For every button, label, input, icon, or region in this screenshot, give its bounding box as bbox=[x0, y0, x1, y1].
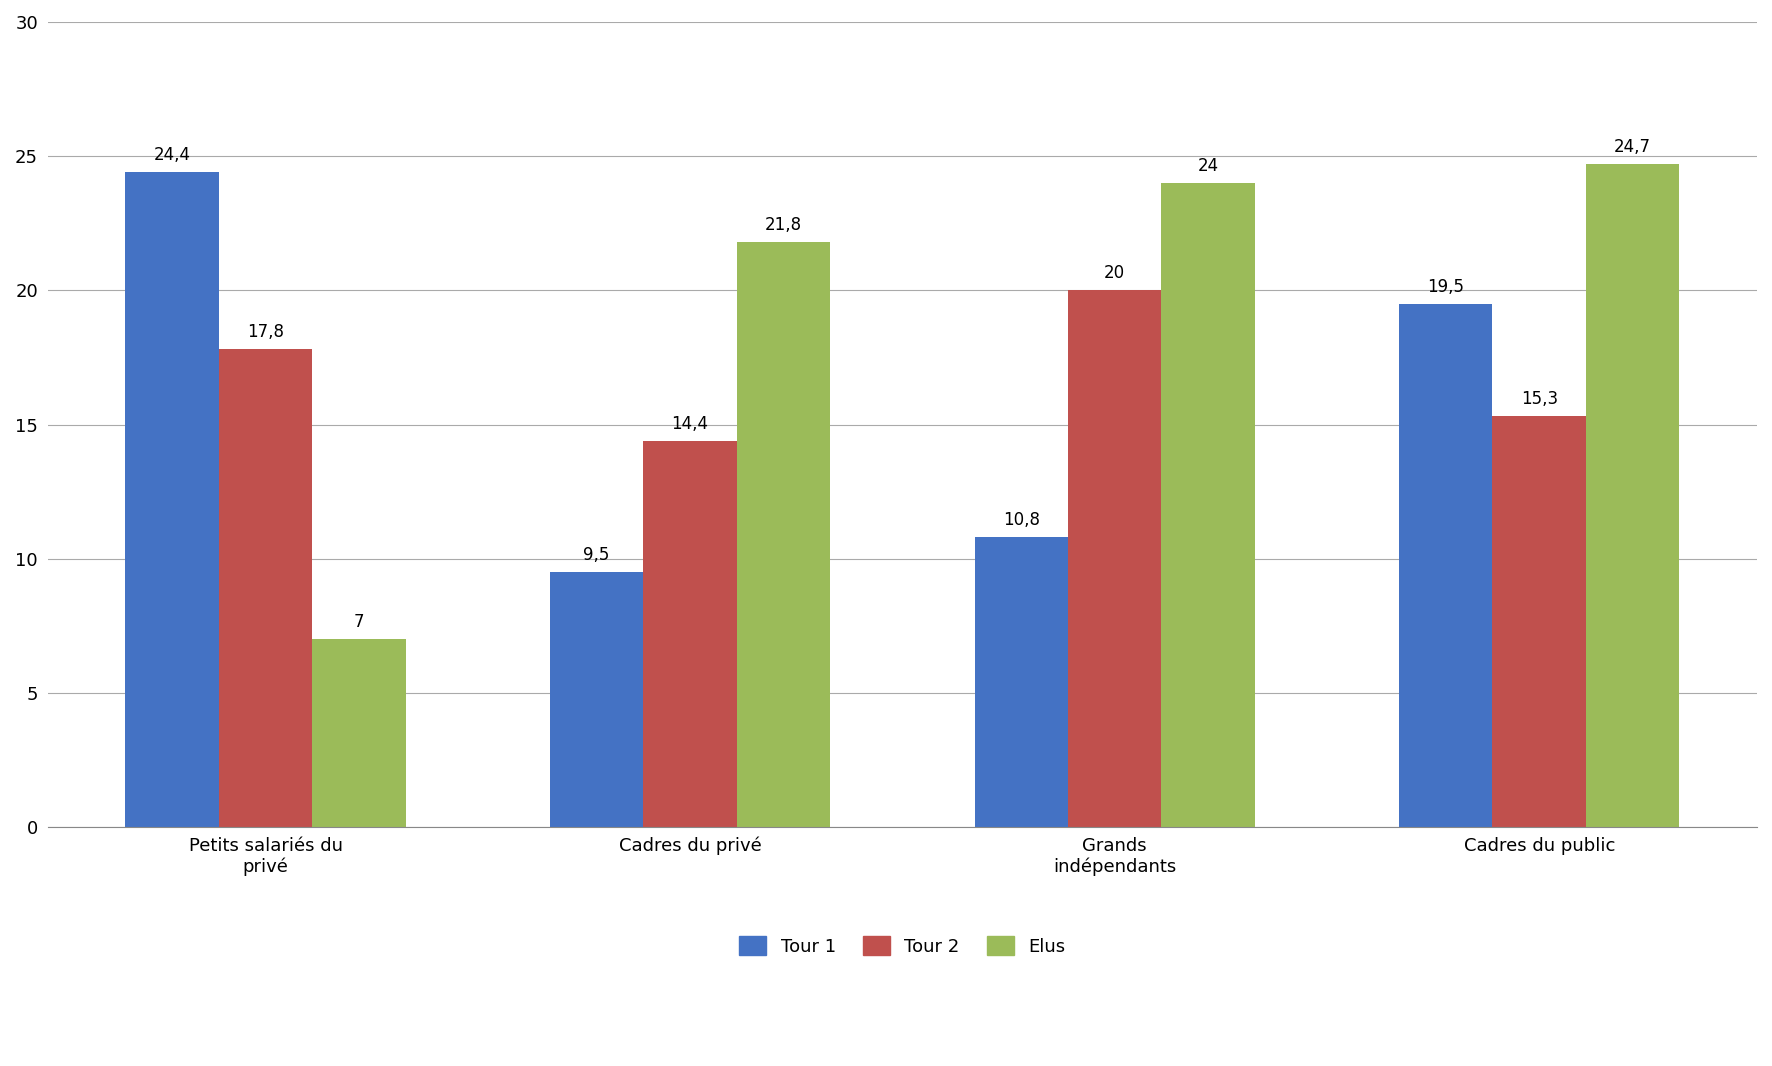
Text: 24: 24 bbox=[1198, 157, 1219, 175]
Bar bbox=[1069, 290, 1161, 827]
Bar bbox=[218, 350, 312, 827]
Text: 20: 20 bbox=[1104, 264, 1125, 282]
Text: 15,3: 15,3 bbox=[1520, 390, 1558, 408]
Text: 9,5: 9,5 bbox=[583, 546, 610, 564]
Bar bbox=[1400, 304, 1492, 827]
Bar bbox=[737, 242, 831, 827]
Text: 24,7: 24,7 bbox=[1614, 139, 1652, 156]
Legend: Tour 1, Tour 2, Elus: Tour 1, Tour 2, Elus bbox=[732, 930, 1072, 963]
Bar bbox=[312, 640, 406, 827]
Bar bbox=[643, 440, 737, 827]
Bar bbox=[1161, 183, 1255, 827]
Text: 7: 7 bbox=[354, 613, 365, 631]
Bar bbox=[1492, 417, 1586, 827]
Text: 21,8: 21,8 bbox=[766, 216, 803, 233]
Text: 14,4: 14,4 bbox=[672, 415, 709, 433]
Text: 10,8: 10,8 bbox=[1003, 512, 1040, 529]
Bar bbox=[1586, 164, 1680, 827]
Bar bbox=[975, 537, 1069, 827]
Bar bbox=[126, 173, 218, 827]
Text: 19,5: 19,5 bbox=[1426, 278, 1464, 295]
Text: 17,8: 17,8 bbox=[246, 323, 284, 341]
Text: 24,4: 24,4 bbox=[154, 146, 191, 164]
Bar bbox=[549, 572, 643, 827]
